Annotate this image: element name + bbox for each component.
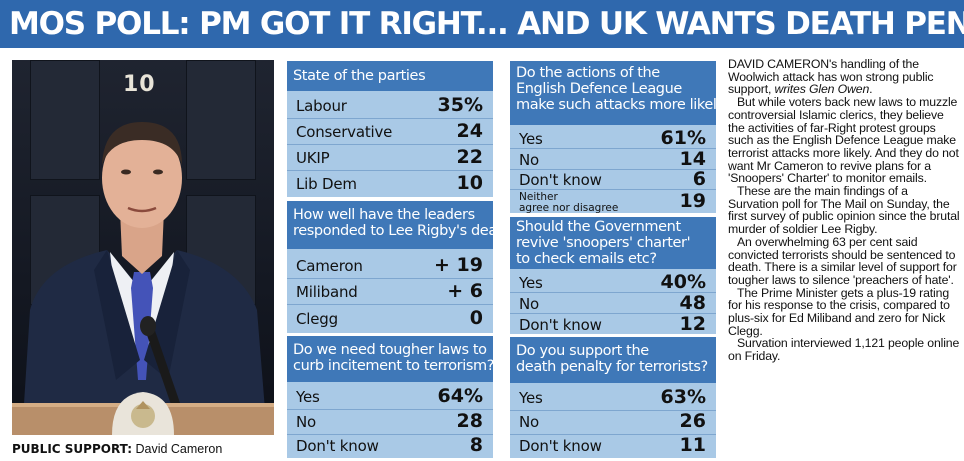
poll-snoopers-charter: Should the Government revive 'snoopers' … (510, 217, 716, 335)
poll-question: Do you support the death penalty for ter… (510, 337, 716, 383)
poll-row: No 14 (510, 148, 716, 170)
poll-question: State of the parties (287, 61, 493, 91)
photo-caption: PUBLIC SUPPORT: David Cameron (12, 439, 274, 459)
caption-text: David Cameron (132, 442, 223, 456)
poll-row: Don't know 11 (519, 434, 706, 456)
poll-row: No 28 (287, 409, 493, 435)
poll-row: Conservative 24 (287, 119, 493, 145)
poll-row: Don't know 12 (519, 313, 706, 335)
poll-row: Cameron + 19 (287, 253, 493, 279)
article-paragraph: But while voters back new laws to muzzle… (728, 95, 959, 186)
article-byline: writes Glen Owen (774, 82, 870, 97)
poll-tougher-laws: Do we need tougher laws to curb inciteme… (287, 336, 494, 458)
poll-row: Yes 61% (510, 127, 716, 149)
article-body: DAVID CAMERON's handling of the Woolwich… (728, 58, 960, 363)
poll-row: No 48 (510, 292, 716, 314)
poll-row: Neither agree nor disagree 19 (519, 190, 706, 214)
poll-question: How well have the leaders responded to L… (287, 201, 519, 249)
poll-death-penalty: Do you support the death penalty for ter… (510, 337, 716, 458)
caption-label: PUBLIC SUPPORT: (12, 442, 132, 456)
poll-row: No 26 (510, 409, 716, 435)
article-paragraph: An overwhelming 63 per cent said convict… (728, 234, 957, 287)
poll-row: Yes 64% (287, 384, 493, 410)
poll-question: Do we need tougher laws to curb inciteme… (287, 336, 494, 382)
cameron-photo: 10 (12, 60, 274, 435)
door-panel (186, 60, 256, 180)
poll-row: Lib Dem 10 (296, 172, 483, 194)
article-lead: DAVID CAMERON's handling of the Woolwich… (728, 57, 934, 97)
poll-row: Yes 63% (510, 385, 716, 411)
poll-row-label: Neither agree nor disagree (519, 191, 619, 214)
poll-edl: Do the actions of the English Defence Le… (510, 61, 732, 214)
poll-question: Should the Government revive 'snoopers' … (510, 217, 716, 269)
speaker-figure (12, 122, 274, 435)
poll-row: Clegg 0 (296, 307, 483, 329)
poll-row: Don't know 6 (510, 168, 716, 190)
door-number: 10 (123, 72, 156, 97)
poll-question: Do the actions of the English Defence Le… (510, 61, 732, 125)
article-paragraph: These are the main findings of a Survati… (728, 184, 960, 237)
article-paragraph: Survation interviewed 1,121 people onlin… (728, 336, 960, 364)
poll-leaders-response: How well have the leaders responded to L… (287, 201, 519, 333)
poll-row: Yes 40% (510, 271, 716, 293)
poll-state-of-parties: State of the parties Labour 35% Conservat… (287, 61, 493, 197)
door-panel (30, 60, 100, 180)
poll-row: UKIP 22 (287, 145, 493, 171)
article-paragraph: The Prime Minister gets a plus-19 rating… (728, 285, 950, 338)
poll-row: Labour 35% (287, 93, 493, 119)
headline: MOS POLL: PM GOT IT RIGHT... AND UK WANT… (0, 0, 964, 48)
poll-row: Miliband + 6 (287, 279, 493, 305)
poll-row: Don't know 8 (296, 434, 483, 456)
